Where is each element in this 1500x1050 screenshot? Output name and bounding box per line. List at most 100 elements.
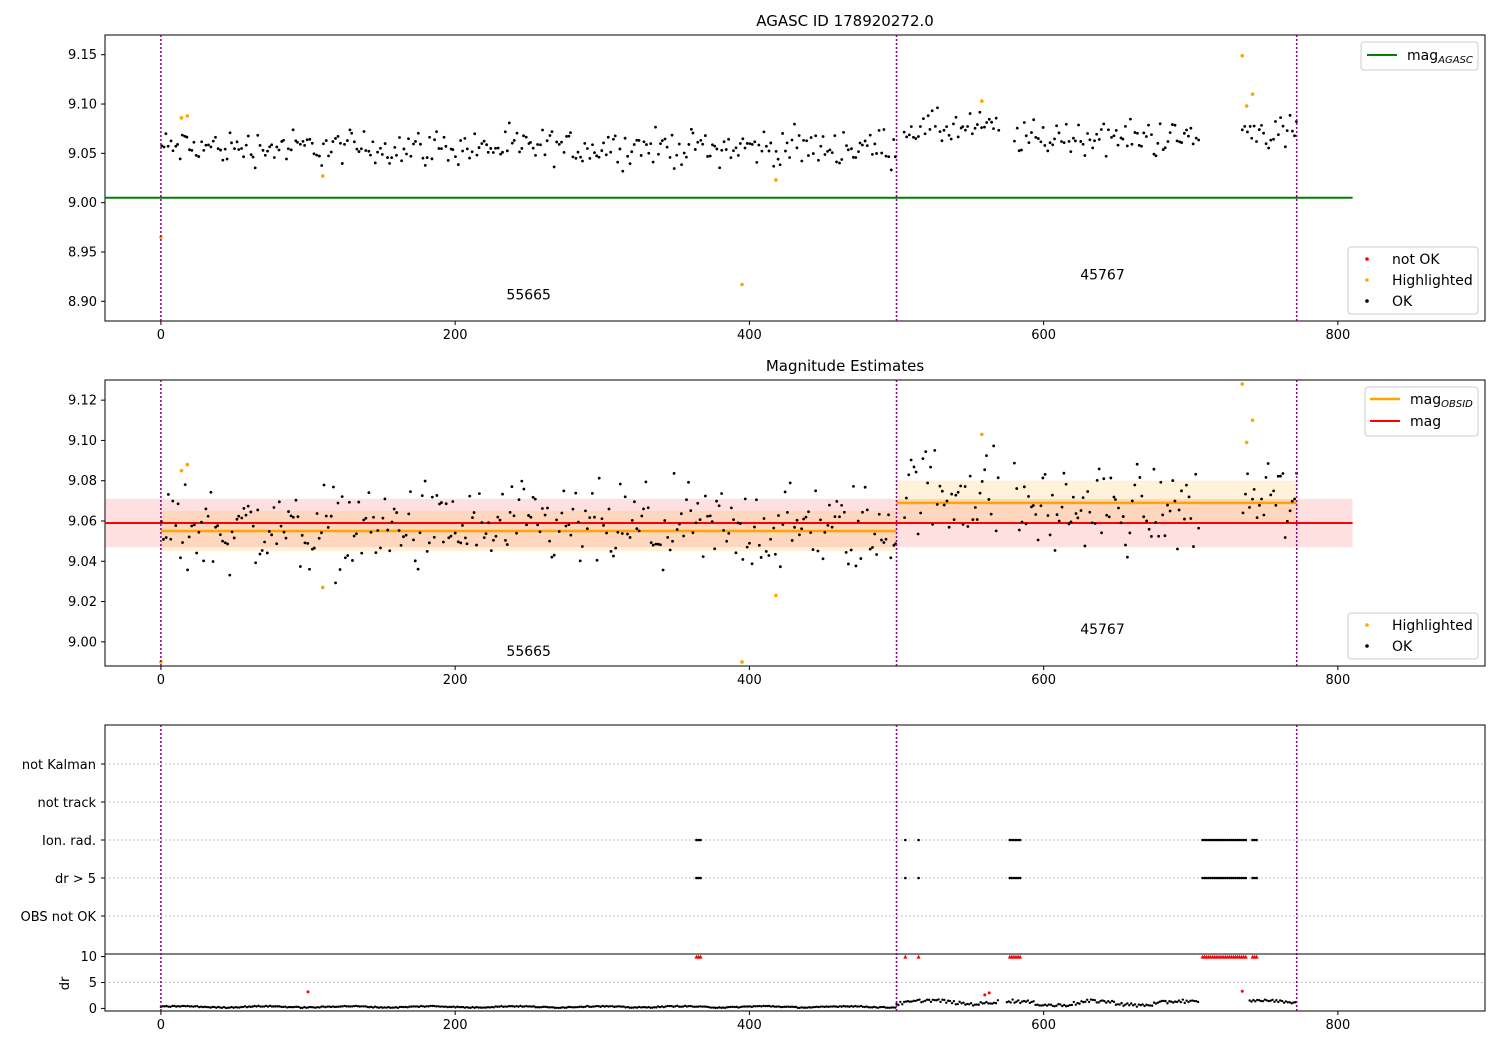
dr-point [622, 1005, 625, 1008]
ok-point [1022, 121, 1026, 124]
ok-point [550, 555, 554, 559]
ok-point [305, 138, 309, 142]
ok-point [585, 527, 589, 531]
dr-point [375, 1006, 379, 1009]
ok-point [978, 491, 982, 495]
ok-point [327, 154, 330, 158]
dr-point [461, 1005, 465, 1009]
ok-point [539, 143, 542, 147]
ok-point [850, 147, 853, 151]
dr-point [532, 1005, 536, 1008]
ok-point [689, 509, 693, 513]
ok-point [510, 141, 514, 145]
ok-point [606, 135, 610, 139]
dr-point [857, 1005, 861, 1008]
dr-point [425, 1005, 428, 1008]
ok-point [764, 144, 768, 148]
dr-point [1049, 1003, 1053, 1006]
ok-point [924, 450, 928, 454]
ok-point [844, 550, 848, 554]
ok-point [200, 520, 203, 524]
dr-point [676, 1004, 679, 1008]
ok-point [1255, 516, 1259, 520]
ok-point [630, 518, 634, 522]
ok-point [1015, 126, 1019, 130]
ok-point [597, 155, 601, 159]
ok-point [904, 496, 908, 500]
ok-point [725, 539, 729, 543]
ok-point [412, 142, 415, 146]
ok-point [480, 521, 484, 524]
ok-point [420, 494, 424, 498]
x-tick-label: 200 [443, 1018, 468, 1033]
dr-point [588, 1005, 591, 1008]
dr-point [658, 1005, 662, 1009]
ok-point [1119, 521, 1123, 525]
ok-point [1124, 543, 1127, 547]
ok-point [1074, 512, 1078, 515]
x-tick-label: 600 [1031, 673, 1056, 688]
dr-point [280, 1005, 283, 1009]
ok-point [1163, 146, 1167, 150]
highlighted-points [159, 53, 1255, 287]
ok-point [1252, 124, 1256, 128]
ok-point [412, 538, 415, 542]
dr-point [1168, 1000, 1171, 1003]
dr-point [165, 1004, 168, 1008]
dr-point [664, 1005, 668, 1008]
ok-point [216, 524, 219, 528]
ok-point [522, 487, 526, 491]
dr-point [609, 1005, 612, 1008]
ok-point [971, 518, 975, 521]
dr-point [1116, 1003, 1119, 1006]
ok-point [179, 556, 182, 560]
dr-point [1091, 998, 1095, 1002]
dr-point [1164, 999, 1167, 1003]
ok-point [536, 143, 539, 146]
ok-point [691, 531, 695, 535]
ok-point [489, 147, 493, 150]
ok-point [1076, 516, 1080, 520]
dr-point [794, 1005, 798, 1009]
dr-point [429, 1004, 432, 1008]
dr-point [931, 998, 935, 1001]
ok-point [689, 127, 693, 131]
ok-point [464, 536, 467, 540]
dr-point [1063, 1003, 1066, 1007]
dr-point [262, 1005, 266, 1008]
dr-point [1022, 999, 1026, 1003]
highlighted-point [320, 174, 325, 178]
ok-point [548, 539, 551, 543]
ok-point [397, 529, 401, 532]
dr-point [908, 1000, 912, 1003]
ok-point [1248, 125, 1252, 128]
ok-point [830, 525, 834, 529]
ok-point [376, 529, 380, 532]
dr-point [222, 1005, 226, 1009]
dr-point [215, 1006, 218, 1009]
ok-point [597, 476, 601, 480]
dr-point [941, 998, 944, 1001]
ok-point [1050, 493, 1054, 497]
ok-point [645, 143, 648, 146]
ok-point [211, 139, 215, 143]
ok-point [357, 500, 361, 504]
ok-point [329, 150, 333, 154]
flag-point [1010, 876, 1014, 880]
flag-point [1244, 876, 1248, 880]
ok-point [402, 147, 406, 151]
dr-point [444, 1005, 448, 1008]
ok-point [784, 149, 787, 153]
ok-point [235, 140, 239, 144]
highlighted-point [185, 462, 190, 467]
ok-point [444, 502, 448, 506]
dr-point [678, 1005, 681, 1008]
ok-point [1288, 509, 1292, 513]
ok-point [618, 147, 622, 151]
ok-point [819, 144, 823, 148]
flag-point [1234, 838, 1237, 842]
dr-clipped-markers [694, 954, 1259, 959]
ok-point [778, 163, 782, 167]
ok-point [814, 134, 818, 138]
flag-point [1253, 838, 1256, 842]
